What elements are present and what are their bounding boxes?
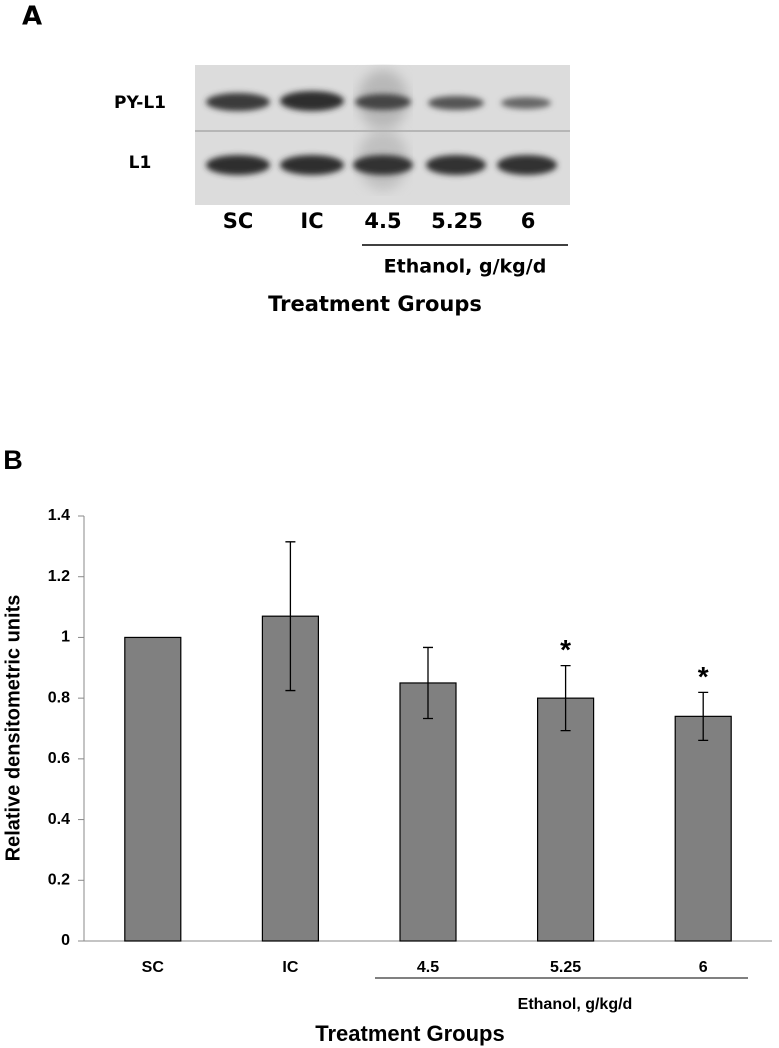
bar: [399, 682, 457, 942]
group-label: Ethanol, g/kg/d: [384, 256, 547, 278]
lane-label: 5.25: [431, 209, 483, 233]
annotation: *: [560, 634, 571, 665]
x-tick-label: IC: [282, 959, 298, 976]
x-tick-label: 4.5: [417, 959, 439, 976]
error-bar: [560, 665, 571, 732]
lane-label: SC: [223, 209, 254, 233]
y-tick-label: 1.2: [48, 568, 70, 585]
y-tick-label: 0.6: [48, 750, 70, 767]
panel-label: A: [22, 2, 42, 32]
lane-label: 4.5: [364, 209, 401, 233]
y-axis-title: Relative densitometric units: [2, 595, 24, 862]
x-axis-title: Treatment Groups: [268, 292, 482, 316]
row-label: L1: [129, 153, 152, 173]
panel-label: B: [3, 445, 23, 475]
y-tick-label: 0.4: [48, 811, 70, 828]
lane-label: IC: [300, 209, 323, 233]
y-tick-label: 1.4: [48, 507, 70, 524]
bar: [124, 636, 182, 942]
bar: [674, 715, 732, 942]
error-bar: [285, 541, 296, 692]
bar: [536, 697, 595, 942]
group-label: Ethanol, g/kg/d: [518, 996, 633, 1013]
row-label: PY-L1: [114, 93, 166, 113]
error-bar: [698, 691, 709, 741]
x-tick-label: SC: [142, 959, 165, 976]
lane-label: 6: [521, 209, 536, 233]
error-bar: [423, 646, 433, 720]
x-tick-label: 6: [699, 959, 708, 976]
blot: [195, 65, 570, 205]
x-axis-title: Treatment Groups: [315, 1021, 504, 1046]
y-tick-label: 0.8: [48, 689, 70, 706]
y-tick-label: 0: [61, 932, 70, 949]
annotation: *: [698, 661, 709, 692]
x-tick-label: 5.25: [550, 959, 581, 976]
y-tick-label: 1: [61, 629, 70, 646]
y-tick-label: 0.2: [48, 872, 70, 889]
